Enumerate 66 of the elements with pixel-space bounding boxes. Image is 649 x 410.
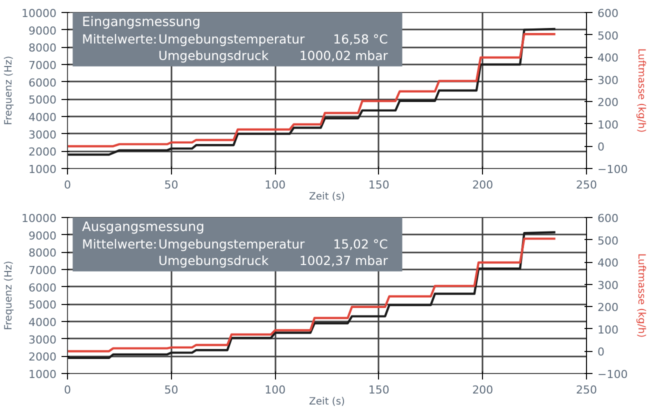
x-tick-label: 100 — [264, 178, 286, 192]
y2-axis-title: Luftmasse (kg/h) — [636, 48, 647, 133]
y-axis-title: Frequenz (Hz) — [4, 260, 15, 330]
chart-title: Eingangsmessung — [82, 15, 201, 30]
y2-tick-label: 0 — [598, 140, 604, 154]
annotation: Umgebungsdruck — [158, 252, 270, 268]
y2-axis-title: Luftmasse (kg/h) — [636, 253, 647, 338]
y-axis-title: Frequenz (Hz) — [4, 56, 15, 126]
x-tick-label: 200 — [472, 178, 494, 192]
annotation: 1002,37 mbar — [299, 252, 389, 268]
x-tick-label: 250 — [576, 384, 597, 396]
y-tick-label: 1000 — [28, 163, 57, 176]
y-tick-label: 2000 — [28, 146, 57, 159]
y2-tick-label: 200 — [598, 301, 618, 314]
x-tick-label: 100 — [264, 384, 286, 396]
y2-tick-label: 500 — [598, 234, 618, 248]
y-tick-label: 9000 — [28, 24, 57, 38]
y-tick-label: 8000 — [28, 42, 57, 55]
y2-tick-label: −100 — [598, 163, 628, 176]
y2-tick-label: 400 — [598, 256, 618, 270]
y2-tick-label: −100 — [598, 368, 628, 381]
y2-tick-label: 400 — [598, 52, 618, 65]
y2-tick-label: 600 — [598, 7, 618, 20]
x-tick-label: 50 — [164, 384, 178, 396]
y-tick-label: 4000 — [28, 316, 57, 329]
annotation: 1000,02 mbar — [299, 48, 389, 63]
y2-tick-label: 300 — [598, 74, 618, 87]
y-tick-label: 9000 — [28, 229, 57, 242]
y-tick-label: 7000 — [28, 264, 57, 277]
x-tick-label: 0 — [64, 384, 71, 396]
x-tick-label: 150 — [368, 384, 390, 396]
y-tick-label: 5000 — [28, 298, 57, 312]
annotation: Umgebungsdruck — [158, 48, 270, 63]
y-tick-label: 8000 — [28, 246, 57, 260]
y-tick-label: 4000 — [28, 111, 57, 124]
y-tick-label: 10000 — [22, 212, 57, 225]
x-tick-label: 0 — [64, 178, 71, 192]
y2-tick-label: 500 — [598, 29, 618, 42]
y-tick-label: 2000 — [28, 350, 57, 364]
x-axis-title: Zeit (s) — [309, 192, 346, 202]
y2-tick-label: 0 — [598, 346, 604, 359]
chart-title: Ausgangsmessung — [82, 220, 204, 236]
annotation: Umgebungstemperatur — [158, 236, 306, 252]
y2-tick-label: 600 — [598, 212, 618, 225]
y-tick-label: 7000 — [28, 59, 57, 72]
annotation: 16,58 °C — [333, 32, 388, 47]
y-tick-label: 3000 — [28, 333, 57, 346]
annotation: Umgebungstemperatur — [158, 32, 306, 47]
y-tick-label: 1000 — [28, 368, 57, 381]
x-tick-label: 50 — [164, 178, 178, 192]
y-tick-label: 3000 — [28, 128, 57, 142]
y-tick-label: 6000 — [28, 76, 57, 90]
annotation: 15,02 °C — [333, 236, 388, 252]
x-tick-label: 150 — [368, 178, 390, 192]
y2-tick-label: 200 — [598, 96, 618, 110]
y-tick-label: 10000 — [22, 7, 57, 20]
x-tick-label: 200 — [472, 384, 494, 396]
x-tick-label: 250 — [576, 178, 597, 192]
y2-tick-label: 300 — [598, 278, 618, 292]
y2-tick-label: 100 — [598, 323, 618, 336]
y-tick-label: 6000 — [28, 281, 57, 294]
y-tick-label: 5000 — [28, 94, 57, 107]
annotation: Mittelwerte: — [82, 32, 158, 47]
annotation: Mittelwerte: — [82, 236, 158, 252]
y2-tick-label: 100 — [598, 118, 618, 132]
x-axis-title: Zeit (s) — [309, 396, 346, 408]
